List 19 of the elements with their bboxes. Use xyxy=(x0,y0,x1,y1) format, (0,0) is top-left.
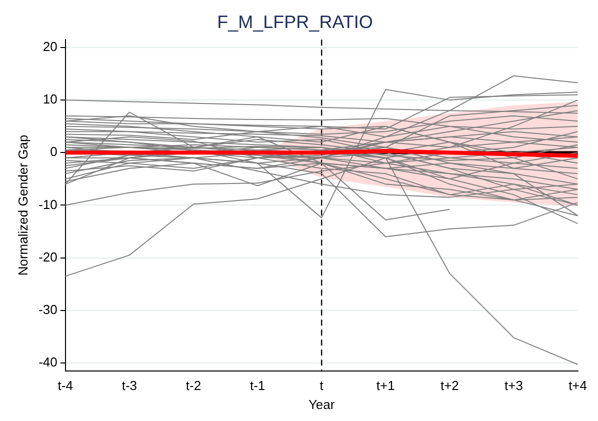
x-tick-label: t-2 xyxy=(186,378,202,394)
y-tick-label: -40 xyxy=(38,354,58,370)
x-tick-label: t+2 xyxy=(440,378,459,394)
y-tick-label: 20 xyxy=(42,39,58,54)
x-tick-label: t-1 xyxy=(250,378,266,394)
x-tick-label: t+4 xyxy=(568,378,587,394)
y-tick-label: -10 xyxy=(38,196,58,212)
x-tick-label: t+1 xyxy=(376,378,395,394)
x-tick-label: t+3 xyxy=(504,378,523,394)
x-tick-label: t-4 xyxy=(58,378,73,394)
x-axis-title: Year xyxy=(308,396,336,412)
y-axis-title: Normalized Gender Gap xyxy=(15,134,30,276)
x-tick-label: t-3 xyxy=(122,378,138,394)
x-tick-label: t xyxy=(320,378,324,394)
chart-title: F_M_LFPR_RATIO xyxy=(217,12,373,32)
y-tick-label: -30 xyxy=(38,302,58,317)
y-tick-label: -20 xyxy=(38,249,58,264)
y-tick-label: 0 xyxy=(50,144,58,160)
y-tick-label: 10 xyxy=(42,92,58,107)
